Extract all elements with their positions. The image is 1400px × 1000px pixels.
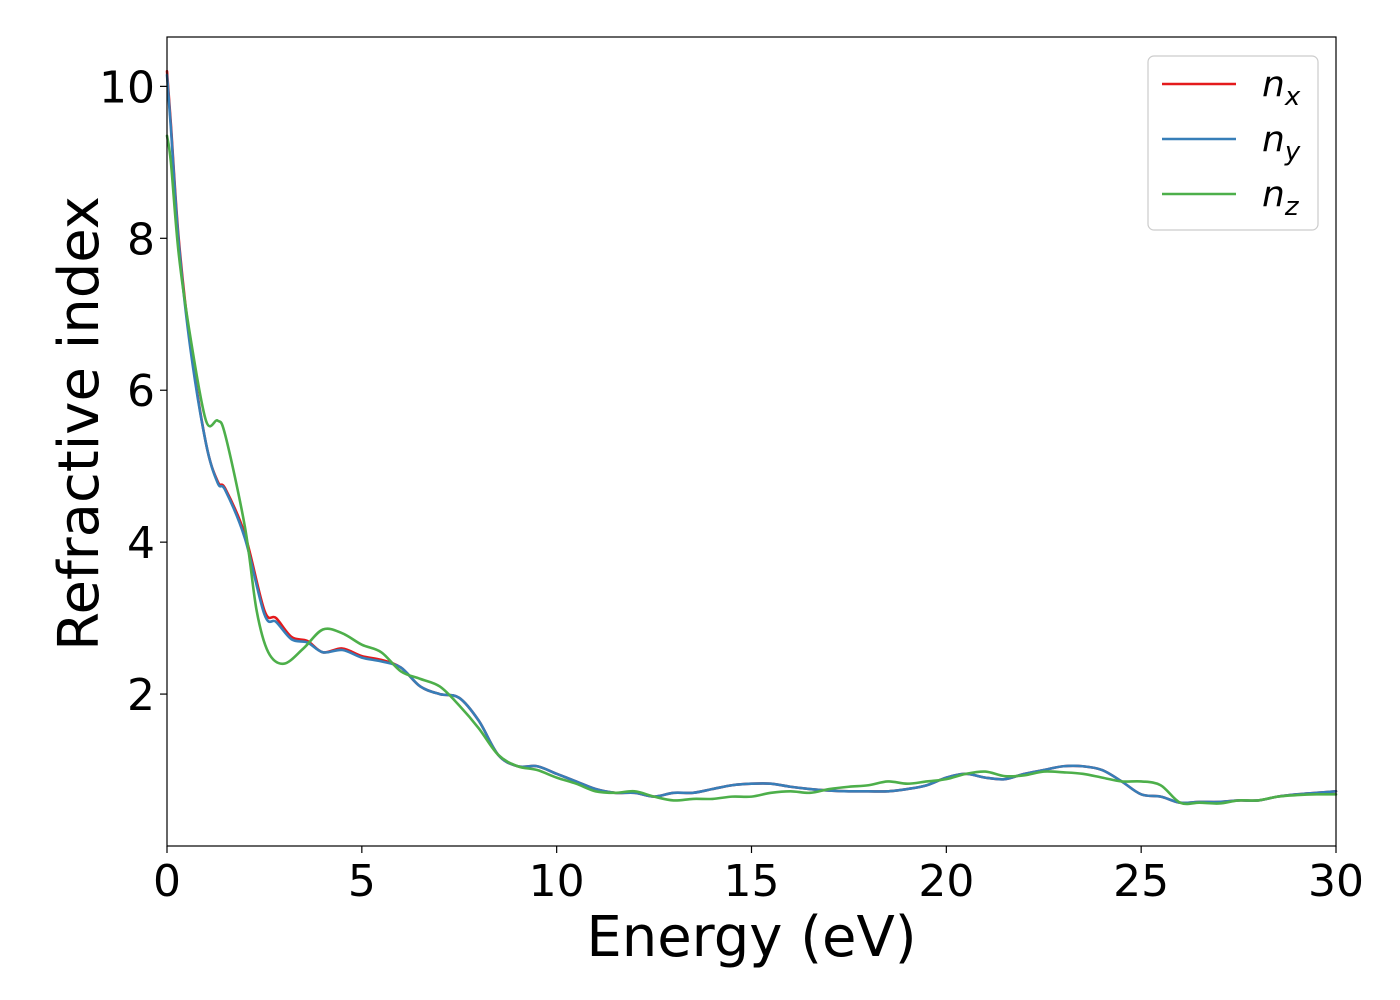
y-tick-label: 8 xyxy=(127,214,155,265)
legend-label-base: n xyxy=(1262,174,1285,215)
legend-label-z: nz xyxy=(1262,174,1300,222)
legend-label-subscript: z xyxy=(1284,192,1300,222)
legend-label-subscript: y xyxy=(1284,137,1301,167)
y-axis: 2 4 6 8 10 xyxy=(99,62,167,721)
x-tick-label: 0 xyxy=(153,856,181,907)
series-line-n-z xyxy=(165,134,1338,806)
legend-label-base: n xyxy=(1262,64,1285,105)
y-axis-title: Refractive index xyxy=(47,196,112,651)
legend-label-base: n xyxy=(1262,119,1285,160)
y-tick-label: 2 xyxy=(127,670,155,721)
legend-box xyxy=(1147,55,1319,231)
x-axis-title: Energy (eV) xyxy=(586,905,916,970)
x-tick-label: 25 xyxy=(1113,856,1169,907)
y-tick-label: 10 xyxy=(99,62,155,113)
x-tick-label: 5 xyxy=(348,856,376,907)
x-tick-label: 10 xyxy=(529,856,585,907)
legend-label-subscript: x xyxy=(1284,82,1301,112)
x-tick-label: 30 xyxy=(1308,856,1364,907)
series-lines xyxy=(165,69,1338,806)
legend-label-x: nx xyxy=(1262,64,1301,112)
x-axis: 0 5 10 15 20 25 30 xyxy=(153,846,1364,907)
y-tick-label: 6 xyxy=(127,366,155,417)
legend-label-y: ny xyxy=(1262,119,1301,167)
x-tick-label: 15 xyxy=(724,856,780,907)
y-tick-label: 4 xyxy=(127,518,155,569)
x-tick-label: 20 xyxy=(918,856,974,907)
